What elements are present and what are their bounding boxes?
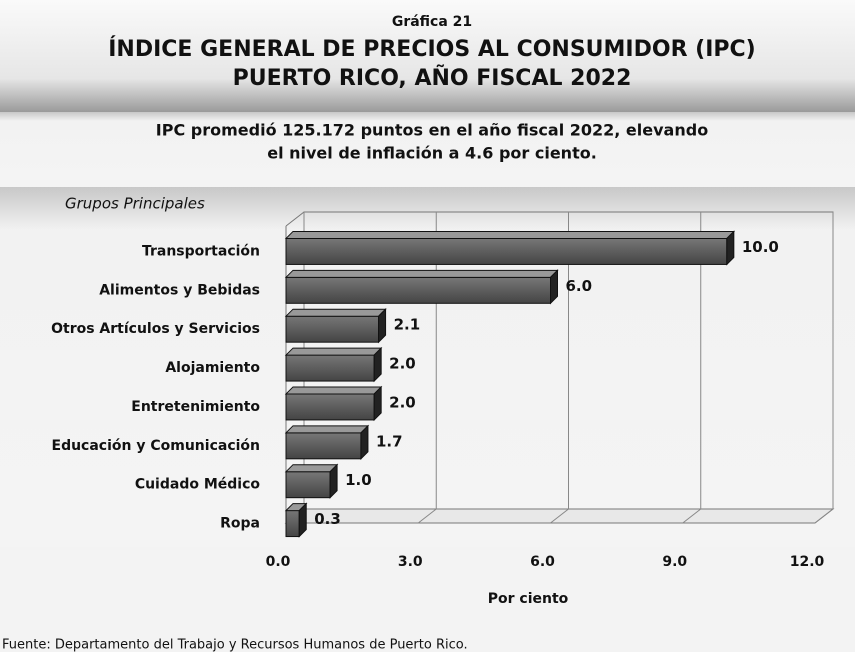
value-label: 2.0 bbox=[389, 393, 416, 411]
x-tick-label: 6.0 bbox=[530, 554, 555, 570]
bar bbox=[285, 276, 551, 304]
value-label: 1.7 bbox=[376, 432, 403, 450]
bar bbox=[285, 510, 300, 538]
bar-side bbox=[378, 307, 387, 344]
value-label: 1.0 bbox=[345, 471, 372, 489]
x-tick-label: 12.0 bbox=[790, 554, 825, 570]
subtitle-band bbox=[0, 112, 855, 187]
chart-label: Gráfica 21 bbox=[392, 14, 472, 30]
bar-top bbox=[284, 230, 736, 239]
bar-side bbox=[373, 346, 382, 383]
value-label: 2.0 bbox=[389, 355, 416, 373]
x-axis-label: Por ciento bbox=[488, 591, 569, 607]
grid-line bbox=[814, 508, 834, 524]
bar-side bbox=[360, 424, 369, 461]
value-label: 2.1 bbox=[394, 316, 421, 334]
bar-top bbox=[284, 269, 559, 278]
bar-top bbox=[284, 386, 383, 395]
value-label: 6.0 bbox=[566, 277, 593, 295]
header-band bbox=[0, 0, 855, 112]
source: Fuente: Departamento del Trabajo y Recur… bbox=[2, 638, 468, 652]
bar-top bbox=[284, 308, 387, 317]
bar-top bbox=[284, 347, 383, 356]
x-tick-label: 3.0 bbox=[398, 554, 423, 570]
y-tick-label: Alimentos y Bebidas bbox=[99, 282, 260, 298]
y-tick-label: Cuidado Médico bbox=[135, 477, 261, 493]
bar bbox=[285, 471, 331, 499]
side-wall bbox=[285, 211, 305, 227]
y-tick-label: Ropa bbox=[220, 516, 260, 532]
grid-line bbox=[417, 508, 437, 524]
y-tick-label: Educación y Comunicación bbox=[52, 438, 261, 454]
bar-top bbox=[284, 425, 370, 434]
bar-side bbox=[329, 463, 338, 499]
bar bbox=[285, 432, 362, 460]
y-tick-label: Alojamiento bbox=[165, 360, 260, 376]
category-axis-label: Grupos Principales bbox=[65, 195, 205, 213]
bar-side bbox=[298, 502, 307, 538]
y-tick-label: Transportación bbox=[142, 243, 260, 259]
chart-subtitle: el nivel de inflación a 4.6 por ciento. bbox=[267, 144, 597, 163]
bar bbox=[285, 393, 375, 421]
x-tick-label: 9.0 bbox=[662, 554, 687, 570]
bar-side bbox=[373, 385, 382, 422]
x-tick-label: 0.0 bbox=[266, 554, 291, 570]
value-label: 0.3 bbox=[314, 510, 341, 528]
bar bbox=[285, 237, 728, 265]
bar-top bbox=[284, 464, 339, 473]
value-label: 10.0 bbox=[742, 238, 779, 256]
bar-side bbox=[726, 230, 735, 266]
y-tick-label: Entretenimiento bbox=[131, 399, 260, 415]
grid-line bbox=[682, 508, 702, 524]
y-tick-label: Otros Artículos y Servicios bbox=[51, 321, 260, 337]
bar bbox=[285, 315, 380, 343]
chart-title: ÍNDICE GENERAL DE PRECIOS AL CONSUMIDOR … bbox=[108, 36, 756, 62]
chart-title: PUERTO RICO, AÑO FISCAL 2022 bbox=[233, 65, 632, 91]
bar bbox=[285, 354, 375, 382]
grid-line bbox=[550, 508, 569, 524]
chart-subtitle: IPC promedió 125.172 puntos en el año fi… bbox=[156, 121, 708, 140]
bar-side bbox=[550, 269, 558, 305]
